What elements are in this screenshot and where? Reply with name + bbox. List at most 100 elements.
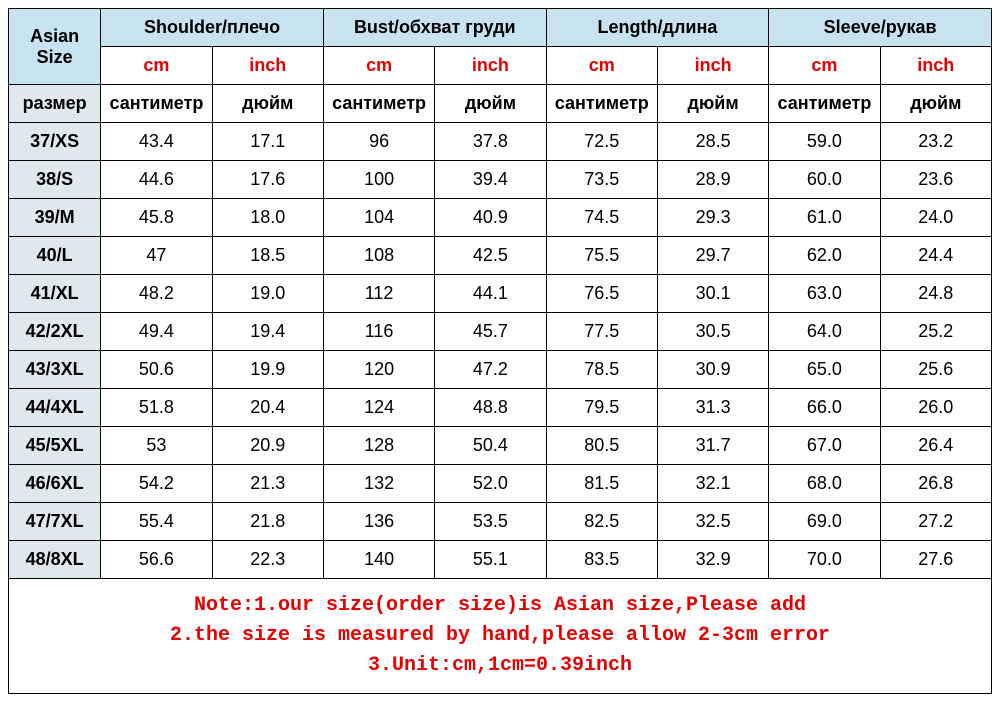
data-cell: 45.7 <box>435 313 546 351</box>
data-cell: 53.5 <box>435 503 546 541</box>
note-line-0: Note:1.our size(order size)is Asian size… <box>13 591 987 621</box>
data-cell: 30.5 <box>657 313 768 351</box>
data-cell: 132 <box>323 465 434 503</box>
size-label: 38/S <box>9 161 101 199</box>
unit-inch-0: inch <box>212 47 323 85</box>
data-cell: 61.0 <box>769 199 880 237</box>
data-cell: 19.4 <box>212 313 323 351</box>
header-measure-3: Sleeve/рукав <box>769 9 992 47</box>
data-cell: 17.1 <box>212 123 323 161</box>
data-cell: 104 <box>323 199 434 237</box>
data-cell: 29.7 <box>657 237 768 275</box>
data-cell: 32.9 <box>657 541 768 579</box>
data-cell: 19.0 <box>212 275 323 313</box>
data-cell: 37.8 <box>435 123 546 161</box>
size-label: 46/6XL <box>9 465 101 503</box>
data-cell: 23.6 <box>880 161 991 199</box>
data-cell: 18.5 <box>212 237 323 275</box>
size-label: 43/3XL <box>9 351 101 389</box>
data-cell: 26.8 <box>880 465 991 503</box>
data-cell: 26.4 <box>880 427 991 465</box>
data-cell: 75.5 <box>546 237 657 275</box>
note-cell: Note:1.our size(order size)is Asian size… <box>9 579 992 694</box>
data-cell: 59.0 <box>769 123 880 161</box>
subunit-inch-0: дюйм <box>212 85 323 123</box>
data-cell: 63.0 <box>769 275 880 313</box>
data-cell: 55.1 <box>435 541 546 579</box>
size-label: 37/XS <box>9 123 101 161</box>
unit-cm-3: cm <box>769 47 880 85</box>
table-row: 40/L4718.510842.575.529.762.024.4 <box>9 237 992 275</box>
data-cell: 77.5 <box>546 313 657 351</box>
data-cell: 50.4 <box>435 427 546 465</box>
unit-inch-2: inch <box>657 47 768 85</box>
data-cell: 83.5 <box>546 541 657 579</box>
header-asian-size: Asian Size <box>9 9 101 85</box>
data-cell: 79.5 <box>546 389 657 427</box>
data-cell: 66.0 <box>769 389 880 427</box>
size-label: 39/M <box>9 199 101 237</box>
data-cell: 70.0 <box>769 541 880 579</box>
data-cell: 68.0 <box>769 465 880 503</box>
size-label: 40/L <box>9 237 101 275</box>
data-cell: 43.4 <box>101 123 212 161</box>
data-cell: 64.0 <box>769 313 880 351</box>
data-cell: 112 <box>323 275 434 313</box>
data-cell: 108 <box>323 237 434 275</box>
unit-cm-2: cm <box>546 47 657 85</box>
data-cell: 120 <box>323 351 434 389</box>
header-measure-0: Shoulder/плечо <box>101 9 324 47</box>
data-cell: 78.5 <box>546 351 657 389</box>
data-cell: 23.2 <box>880 123 991 161</box>
subunit-cm-1: сантиметр <box>323 85 434 123</box>
data-cell: 73.5 <box>546 161 657 199</box>
table-row: 44/4XL51.820.412448.879.531.366.026.0 <box>9 389 992 427</box>
data-cell: 19.9 <box>212 351 323 389</box>
data-cell: 42.5 <box>435 237 546 275</box>
data-cell: 47.2 <box>435 351 546 389</box>
size-label: 42/2XL <box>9 313 101 351</box>
data-cell: 27.2 <box>880 503 991 541</box>
subunit-inch-1: дюйм <box>435 85 546 123</box>
subunit-cm-0: сантиметр <box>101 85 212 123</box>
size-label: 44/4XL <box>9 389 101 427</box>
data-cell: 40.9 <box>435 199 546 237</box>
data-cell: 21.8 <box>212 503 323 541</box>
data-cell: 47 <box>101 237 212 275</box>
size-label: 41/XL <box>9 275 101 313</box>
table-row: 39/M45.818.010440.974.529.361.024.0 <box>9 199 992 237</box>
data-cell: 32.1 <box>657 465 768 503</box>
data-cell: 51.8 <box>101 389 212 427</box>
table-row: 41/XL48.219.011244.176.530.163.024.8 <box>9 275 992 313</box>
data-cell: 24.4 <box>880 237 991 275</box>
data-cell: 116 <box>323 313 434 351</box>
data-cell: 22.3 <box>212 541 323 579</box>
data-cell: 32.5 <box>657 503 768 541</box>
data-cell: 80.5 <box>546 427 657 465</box>
table-row: 43/3XL50.619.912047.278.530.965.025.6 <box>9 351 992 389</box>
data-cell: 17.6 <box>212 161 323 199</box>
size-label: 47/7XL <box>9 503 101 541</box>
data-cell: 18.0 <box>212 199 323 237</box>
unit-inch-3: inch <box>880 47 991 85</box>
data-cell: 31.7 <box>657 427 768 465</box>
data-cell: 65.0 <box>769 351 880 389</box>
data-cell: 45.8 <box>101 199 212 237</box>
data-cell: 24.8 <box>880 275 991 313</box>
subunit-cm-3: сантиметр <box>769 85 880 123</box>
table-row: 42/2XL49.419.411645.777.530.564.025.2 <box>9 313 992 351</box>
data-cell: 74.5 <box>546 199 657 237</box>
data-cell: 53 <box>101 427 212 465</box>
data-cell: 31.3 <box>657 389 768 427</box>
data-cell: 29.3 <box>657 199 768 237</box>
data-cell: 24.0 <box>880 199 991 237</box>
table-row: 46/6XL54.221.313252.081.532.168.026.8 <box>9 465 992 503</box>
data-cell: 60.0 <box>769 161 880 199</box>
data-cell: 28.9 <box>657 161 768 199</box>
subunit-cm-2: сантиметр <box>546 85 657 123</box>
data-cell: 56.6 <box>101 541 212 579</box>
data-cell: 96 <box>323 123 434 161</box>
data-cell: 128 <box>323 427 434 465</box>
data-cell: 21.3 <box>212 465 323 503</box>
data-cell: 55.4 <box>101 503 212 541</box>
